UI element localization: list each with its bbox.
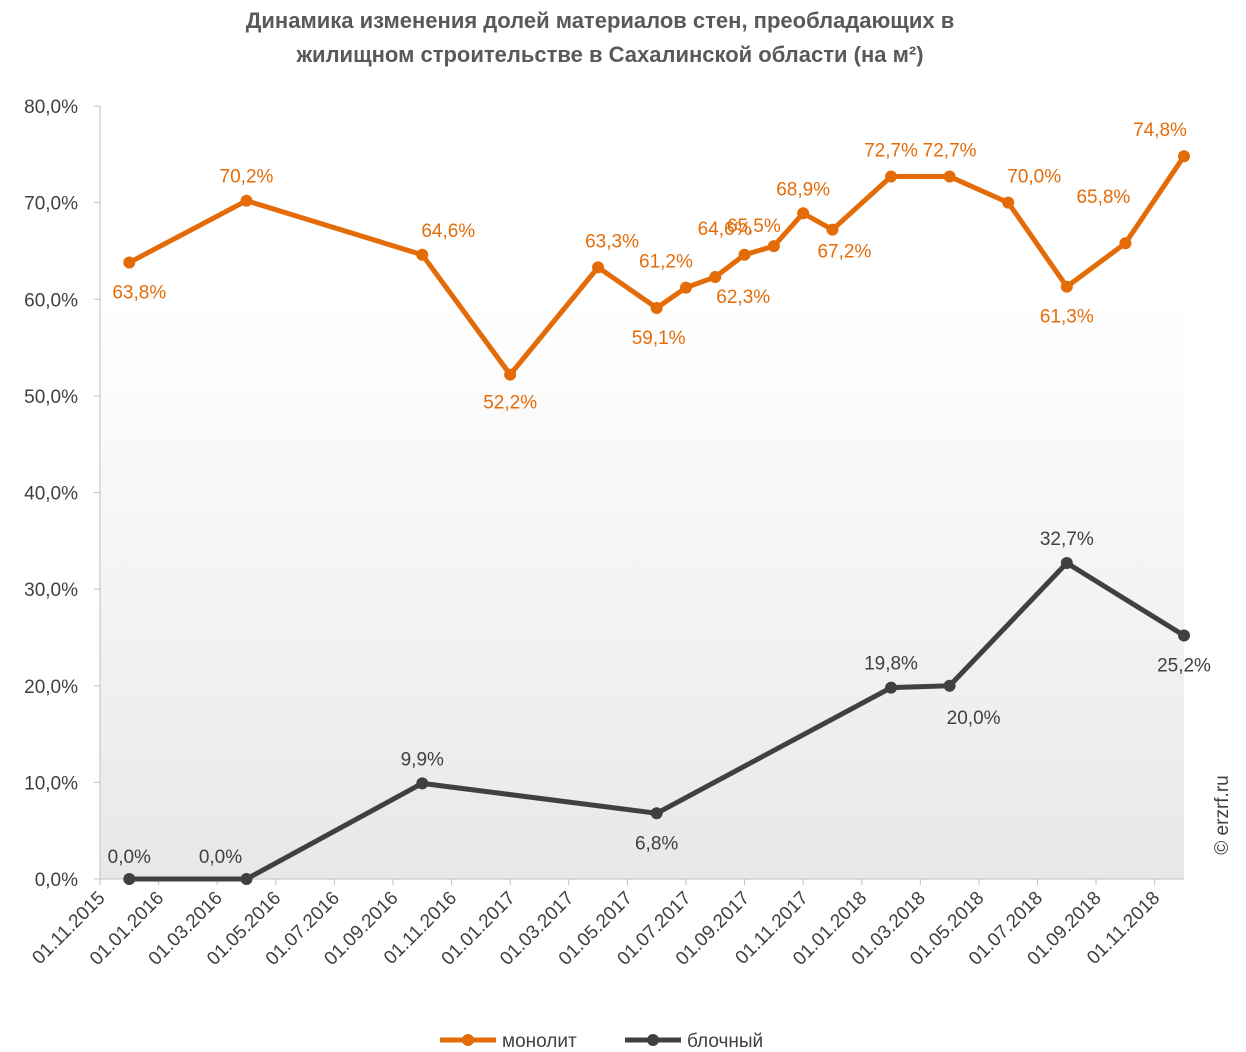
data-label: 0,0% — [108, 847, 151, 868]
y-tick-label: 80,0% — [24, 97, 78, 118]
legend-marker — [647, 1034, 659, 1046]
data-label: 32,7% — [1040, 529, 1094, 550]
data-label: 25,2% — [1157, 656, 1211, 677]
data-label: 63,8% — [112, 283, 166, 304]
point — [797, 207, 810, 220]
point — [943, 679, 956, 692]
point — [240, 194, 253, 207]
data-label: 70,2% — [220, 167, 274, 188]
point — [943, 170, 956, 183]
data-label: 72,7% — [864, 141, 918, 162]
point — [885, 681, 898, 694]
y-tick-label: 70,0% — [24, 194, 78, 215]
point — [592, 261, 605, 274]
data-label: 64,6% — [698, 219, 752, 240]
point — [1002, 196, 1015, 209]
point — [240, 873, 253, 885]
point — [123, 873, 136, 885]
y-tick-label: 0,0% — [35, 870, 78, 891]
data-label: 61,3% — [1040, 307, 1094, 328]
data-label: 65,5% — [727, 216, 781, 237]
point — [416, 248, 429, 261]
data-label: 61,2% — [639, 252, 693, 273]
point — [738, 248, 751, 261]
watermark: © erzrf.ru — [1212, 775, 1233, 854]
point — [709, 271, 722, 284]
data-label: 20,0% — [947, 708, 1001, 729]
data-label: 62,3% — [716, 287, 770, 308]
data-label: 9,9% — [401, 749, 444, 770]
y-tick-label: 40,0% — [24, 484, 78, 505]
line — [129, 560, 1186, 882]
point — [416, 777, 429, 790]
data-label: 70,0% — [1007, 167, 1061, 188]
y-tick-label: 10,0% — [24, 773, 78, 794]
data-label: 68,9% — [776, 179, 830, 200]
data-label: 74,8% — [1133, 120, 1187, 141]
point — [826, 223, 839, 236]
point — [1178, 629, 1190, 642]
point — [885, 170, 898, 183]
point — [679, 281, 692, 294]
point — [1119, 237, 1132, 250]
data-label: 63,3% — [585, 231, 639, 252]
data-label: 59,1% — [632, 328, 686, 349]
chart-title: жилищном строительстве в Сахалинской обл… — [295, 42, 923, 67]
legend-label: блочный — [687, 1031, 763, 1052]
data-label: 52,2% — [483, 393, 537, 414]
y-tick-label: 50,0% — [24, 387, 78, 408]
data-label: 65,8% — [1076, 187, 1130, 208]
line — [128, 154, 1187, 378]
legend-label: монолит — [502, 1031, 577, 1052]
point — [767, 240, 780, 253]
point — [650, 301, 663, 314]
y-tick-label: 60,0% — [24, 290, 78, 311]
data-label: 64,6% — [421, 221, 475, 242]
data-label: 67,2% — [817, 242, 871, 263]
y-tick-label: 30,0% — [24, 580, 78, 601]
data-label: 72,7% — [923, 141, 977, 162]
data-label: 0,0% — [199, 847, 242, 868]
point — [1178, 150, 1190, 163]
point — [650, 807, 663, 820]
point — [504, 368, 517, 381]
point — [1060, 557, 1073, 570]
point — [123, 256, 136, 269]
y-tick-label: 20,0% — [24, 677, 78, 698]
data-label: 6,8% — [635, 833, 678, 854]
legend-marker — [462, 1034, 474, 1046]
data-label: 19,8% — [864, 654, 918, 675]
chart-title: Динамика изменения долей материалов стен… — [246, 8, 955, 33]
plot-area — [100, 106, 1184, 879]
point — [1060, 280, 1073, 293]
